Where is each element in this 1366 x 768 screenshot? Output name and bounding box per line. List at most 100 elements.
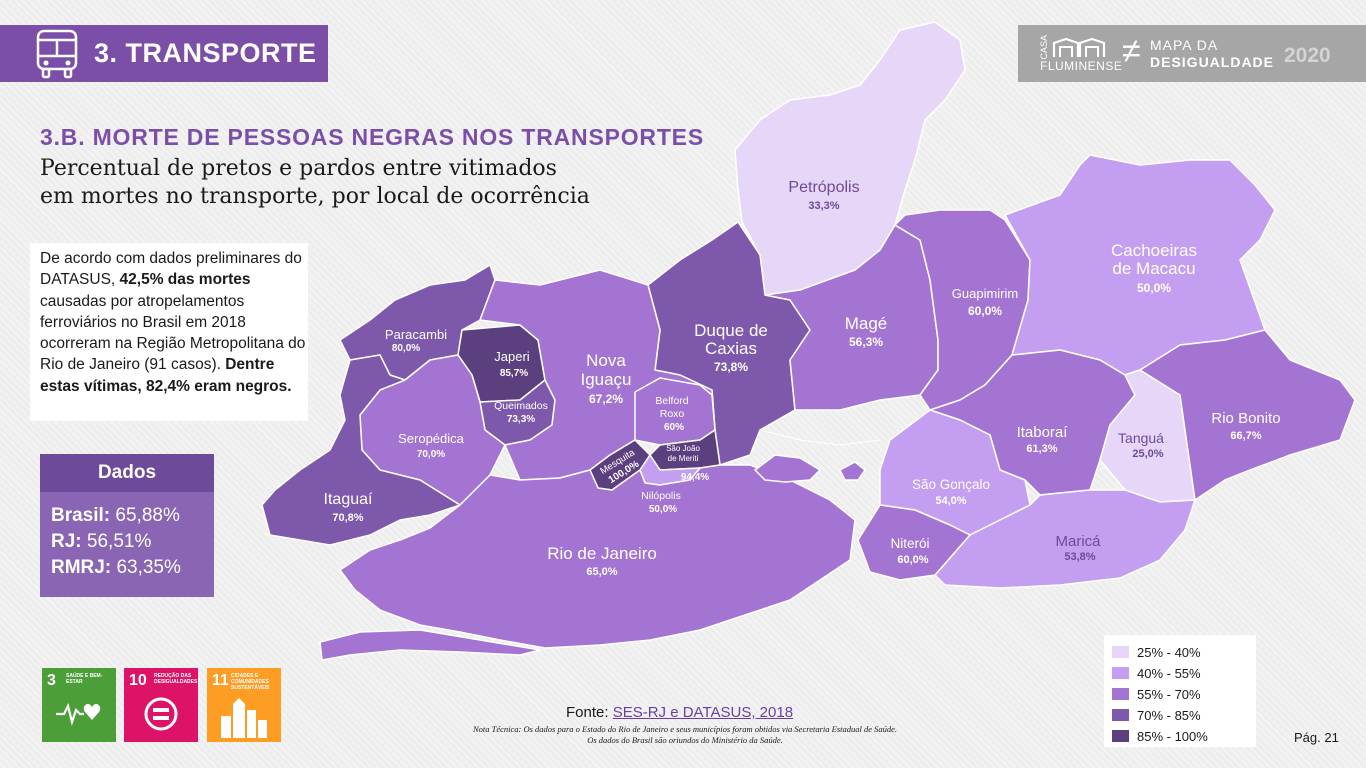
- value-nova: 67,2%: [589, 392, 623, 406]
- source-label: Fonte:: [566, 704, 613, 721]
- equality-icon: [144, 697, 178, 731]
- sdg-number: 11: [212, 672, 229, 689]
- heartbeat-icon: [56, 702, 101, 726]
- section-header: 3. TRANSPORTE: [0, 25, 328, 82]
- description-text: De acordo com dados preliminares do DATA…: [40, 248, 308, 397]
- value-rio-bonito: 66,7%: [1230, 430, 1261, 442]
- value-niteroi: 60,0%: [897, 554, 928, 566]
- label-niteroi: Niterói: [890, 536, 929, 551]
- stats-row-rj: RJ: 56,51%: [51, 529, 214, 555]
- region-niteroi[interactable]: [857, 504, 971, 581]
- value-queimados: 73,3%: [507, 414, 535, 425]
- legend-label: 85% - 100%: [1137, 729, 1208, 744]
- page-number: Pág. 21: [1294, 730, 1339, 745]
- label-queimados: Queimados: [494, 400, 548, 412]
- label-mage: Magé: [845, 314, 888, 333]
- stats-label: Brasil:: [51, 505, 111, 526]
- house-logo-icon: [1052, 37, 1106, 57]
- legend-label: 25% - 40%: [1137, 645, 1201, 660]
- label-nova-2: Iguaçu: [580, 370, 631, 389]
- note-line-1: Nota Técnica: Os dados para o Estado do …: [472, 724, 898, 734]
- brand-fluminense: FLUMINENSE: [1040, 59, 1123, 73]
- brand-mapa-line2: DESIGUALDADE: [1150, 54, 1275, 70]
- value-sao-goncalo: 54,0%: [935, 495, 966, 507]
- value-petropolis: 33,3%: [808, 200, 839, 212]
- legend-swatch: [1112, 688, 1129, 700]
- region-itaguai[interactable]: [261, 354, 461, 546]
- map-labels: Petrópolis 33,3% Duque de Caxias 73,8% M…: [324, 179, 1281, 578]
- value-paracambi: 80,0%: [392, 343, 420, 354]
- stats-box: Dados Brasil: 65,88% RJ: 56,51% RMRJ: 63…: [40, 454, 214, 597]
- value-cachoeiras: 50,0%: [1137, 281, 1171, 295]
- label-marica: Maricá: [1055, 533, 1101, 550]
- legend-swatch: [1112, 667, 1129, 679]
- sdg-number: 10: [129, 672, 147, 689]
- not-equal-icon: ≠: [1122, 32, 1141, 70]
- label-paracambi: Paracambi: [385, 327, 447, 342]
- legend-item: 55% - 70%: [1112, 687, 1201, 702]
- island-governador: [754, 454, 821, 483]
- value-itaborai: 61,3%: [1026, 443, 1057, 455]
- label-meriti-1: São João: [666, 444, 700, 453]
- label-guapimirim: Guapimirim: [952, 286, 1018, 301]
- label-rio: Rio de Janeiro: [547, 544, 657, 563]
- source-link[interactable]: SES-RJ e DATASUS, 2018: [612, 704, 794, 721]
- legend-swatch: [1112, 730, 1129, 742]
- region-rio-bonito[interactable]: [1139, 329, 1356, 501]
- island-paqueta: [839, 461, 866, 481]
- label-sao-goncalo: São Gonçalo: [912, 477, 990, 492]
- label-nilopolis: Nilópolis: [641, 490, 681, 502]
- legend-label: 70% - 85%: [1137, 708, 1201, 723]
- brand-casa: CASA: [1039, 35, 1049, 60]
- desc-bold-2: Dentre estas vítimas, 82,4% eram negros.: [40, 356, 292, 395]
- desc-bold-1: 42,5% das mortes: [119, 271, 251, 289]
- legend-item: 25% - 40%: [1112, 645, 1201, 660]
- label-tangua: Tanguá: [1118, 430, 1164, 446]
- sdg-number: 3: [47, 672, 56, 689]
- value-marica: 53,8%: [1064, 551, 1095, 563]
- legend-label: 55% - 70%: [1137, 687, 1201, 702]
- stats-value: 65,88%: [115, 505, 180, 526]
- value-meriti: 94,4%: [681, 472, 709, 483]
- bay-coastline: [759, 429, 881, 446]
- section-number-title: 3. TRANSPORTE: [94, 38, 317, 68]
- stats-value: 63,35%: [116, 557, 181, 578]
- source-line: Fonte: SES-RJ e DATASUS, 2018: [566, 704, 793, 721]
- legend-swatch: [1112, 709, 1129, 721]
- value-rio: 65,0%: [586, 566, 617, 578]
- sdg-text: SAÚDE E BEM-ESTAR: [66, 673, 103, 685]
- region-rio-de-janeiro[interactable]: [339, 464, 856, 649]
- value-guapimirim: 60,0%: [968, 304, 1002, 318]
- page-subtitle: Percentual de pretos e pardos entre viti…: [40, 155, 590, 211]
- page-title: 3.B. MORTE DE PESSOAS NEGRAS NOS TRANSPO…: [40, 124, 704, 150]
- subtitle-line-1: Percentual de pretos e pardos entre viti…: [40, 156, 557, 181]
- label-nova-1: Nova: [586, 351, 626, 370]
- stats-row-rmrj: RMRJ: 63,35%: [51, 555, 214, 581]
- label-japeri: Japeri: [494, 349, 530, 364]
- brand-mapa-line1: MAPA DA: [1150, 37, 1219, 53]
- label-belford-1: Belford: [655, 395, 688, 407]
- value-mage: 56,3%: [849, 335, 883, 349]
- value-itaguai: 70,8%: [332, 512, 363, 524]
- sdg-10-badge[interactable]: 10 REDUÇÃO DAS DESIGUALDADES: [124, 668, 198, 742]
- label-rio-bonito: Rio Bonito: [1211, 410, 1280, 427]
- desc-part-1: De acordo com dados preliminares do DATA…: [40, 250, 302, 289]
- sdg-3-badge[interactable]: 3 SAÚDE E BEM-ESTAR: [42, 668, 116, 742]
- subtitle-line-2: em mortes no transporte, por local de oc…: [40, 184, 590, 209]
- value-belford: 60%: [664, 422, 684, 433]
- map-legend: 25% - 40% 40% - 55% 55% - 70% 70% - 85% …: [1104, 635, 1256, 747]
- stats-value: 56,51%: [86, 531, 152, 552]
- sdg-11-badge[interactable]: 11 CIDADES E COMUNIDADES SUSTENTÁVEIS: [207, 668, 281, 742]
- description-panel: [30, 243, 308, 421]
- stats-label: RJ:: [51, 531, 82, 552]
- label-duque-2: Caxias: [705, 339, 757, 358]
- value-seropedica: 70,0%: [417, 449, 445, 460]
- label-duque-1: Duque de: [694, 321, 768, 340]
- brand-logo: CASA FLUMINENSE ≠ MAPA DA DESIGUALDADE 2…: [1018, 25, 1366, 82]
- label-belford-2: Roxo: [660, 408, 685, 420]
- sdg-text: REDUÇÃO DAS DESIGUALDADES: [154, 673, 198, 685]
- label-cachoeiras-1: Cachoeiras: [1111, 241, 1197, 260]
- label-seropedica: Seropédica: [398, 431, 465, 446]
- bus-icon: [36, 29, 78, 78]
